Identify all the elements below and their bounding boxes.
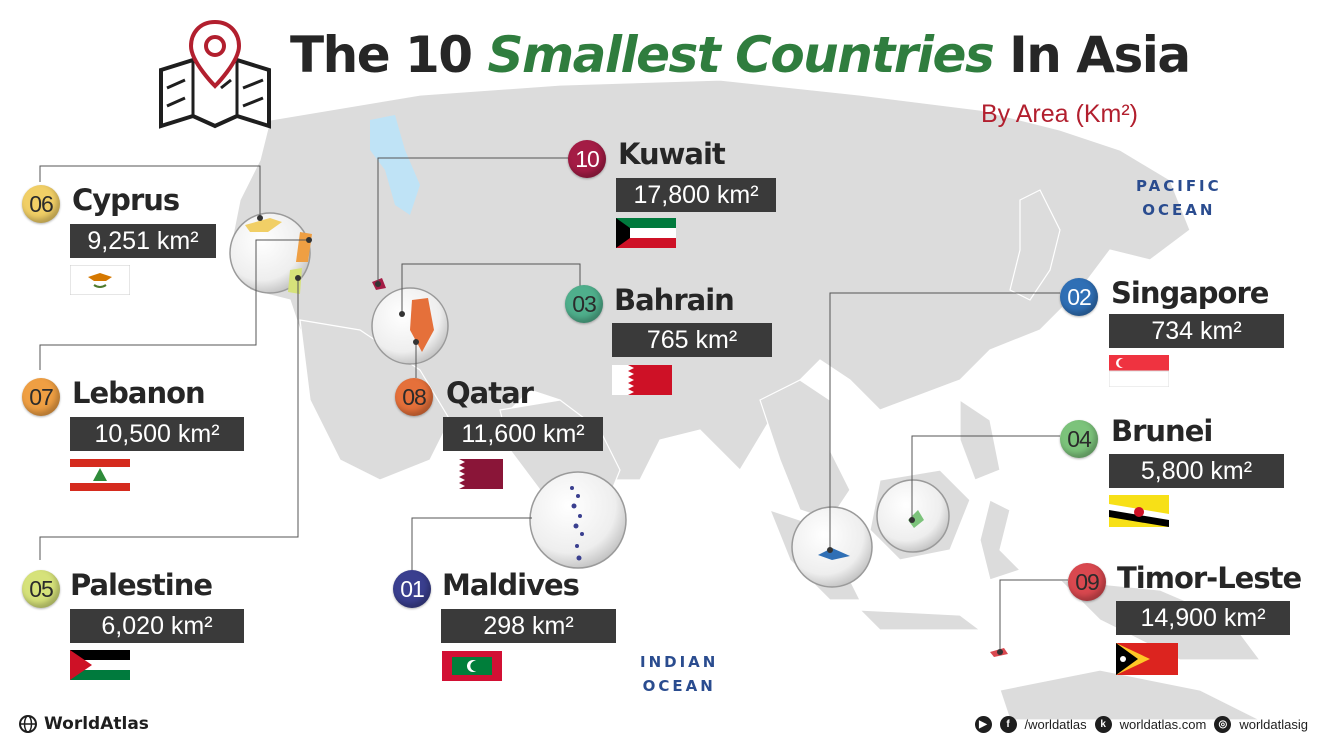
lebanon-flag: [70, 459, 130, 491]
facebook-icon[interactable]: f: [999, 716, 1017, 733]
page-title: The 10 Smallest Countries In Asia: [290, 26, 1191, 84]
rank-badge: 10: [568, 140, 606, 178]
lens-gulf: [371, 287, 449, 365]
rank-badge: 02: [1060, 278, 1098, 316]
indian-line1: INDIAN: [640, 653, 719, 671]
pacific-ocean-label: PACIFIC OCEAN: [1136, 174, 1222, 222]
land: [229, 79, 1262, 721]
country-name: Timor-Leste: [1117, 561, 1302, 595]
country-area: 10,500 km²: [70, 417, 244, 451]
footer-social: ▶ f /worldatlas k worldatlas.com ◎ world…: [974, 716, 1308, 733]
country-name: Maldives: [442, 568, 580, 602]
country-name: Kuwait: [618, 137, 726, 171]
country-name: Lebanon: [72, 376, 206, 410]
caspian-sea: [370, 115, 420, 215]
philippines: [959, 398, 1001, 481]
qatar-flag: [443, 459, 503, 489]
indian-ocean-label: INDIAN OCEAN: [640, 650, 718, 698]
qatar-shape: [410, 298, 434, 352]
country-area: 734 km²: [1109, 314, 1284, 348]
rank-badge: 09: [1068, 563, 1106, 601]
line-kuwait: [377, 157, 570, 284]
website-link[interactable]: worldatlas.com: [1119, 717, 1207, 732]
bahrain-flag: [612, 365, 672, 395]
cyprus-shape: [245, 218, 282, 232]
rank-badge: 08: [395, 378, 433, 416]
pacific-line2: OCEAN: [1142, 201, 1216, 219]
web-icon[interactable]: k: [1094, 716, 1112, 733]
rank-badge: 04: [1060, 420, 1098, 458]
title-part2: In Asia: [993, 26, 1191, 84]
australia-top: [999, 669, 1261, 721]
country-area: 298 km²: [441, 609, 616, 643]
line-cyprus: [39, 165, 261, 218]
lens-maldives: [529, 471, 627, 569]
youtube-icon[interactable]: ▶: [974, 716, 992, 733]
brunei-flag: [1109, 495, 1169, 527]
lens-singapore: [791, 506, 873, 588]
line-singapore: [829, 292, 1060, 550]
kuwait-flag: [616, 218, 676, 248]
country-name: Singapore: [1111, 276, 1269, 310]
japan: [1009, 189, 1061, 301]
connector-dots: [257, 215, 1003, 655]
subtitle: By Area (Km²): [981, 100, 1138, 128]
country-name: Bahrain: [614, 283, 735, 317]
rank-badge: 06: [22, 185, 60, 223]
timor-leste-flag: [1116, 643, 1178, 675]
pacific-line1: PACIFIC: [1136, 177, 1222, 195]
singapore-flag: [1109, 355, 1169, 387]
country-name: Qatar: [446, 376, 534, 410]
palestine-flag: [70, 650, 130, 680]
social-handle[interactable]: /worldatlas: [1024, 717, 1087, 732]
maldives-atolls: [570, 486, 584, 561]
country-area: 6,020 km²: [70, 609, 244, 643]
rank-badge: 03: [565, 285, 603, 323]
rank-badge: 01: [393, 570, 431, 608]
country-area: 11,600 km²: [443, 417, 603, 451]
rank-badge: 05: [22, 570, 60, 608]
country-name: Cyprus: [72, 183, 180, 217]
java: [858, 609, 982, 631]
brand-name: WorldAtlas: [44, 714, 149, 734]
instagram-icon[interactable]: ◎: [1214, 716, 1232, 733]
country-area: 5,800 km²: [1109, 454, 1284, 488]
title-highlight: Smallest Countries: [487, 26, 995, 84]
country-name: Palestine: [70, 568, 213, 602]
line-lebanon: [39, 239, 309, 370]
line-brunei: [911, 435, 1060, 520]
sulawesi: [979, 499, 1022, 581]
rank-badge: 07: [22, 378, 60, 416]
connector-lines: [39, 157, 1068, 652]
singapore-shape: [818, 548, 850, 560]
indian-line2: OCEAN: [642, 677, 716, 695]
globe-icon: [19, 715, 37, 733]
country-area: 17,800 km²: [616, 178, 776, 212]
country-name: Brunei: [1111, 414, 1213, 448]
country-area: 765 km²: [612, 323, 772, 357]
brunei-shape: [908, 510, 924, 528]
footer-brand: WorldAtlas: [18, 714, 149, 734]
instagram-handle[interactable]: worldatlasig: [1239, 717, 1308, 732]
palestine-shape: [288, 268, 302, 294]
indochina: [759, 379, 851, 521]
cyprus-flag: [70, 265, 130, 295]
country-area: 14,900 km²: [1116, 601, 1290, 635]
maldives-flag: [442, 651, 502, 681]
line-palestine: [39, 278, 299, 560]
line-maldives: [411, 517, 532, 570]
country-area: 9,251 km²: [70, 224, 216, 258]
title-part1: The 10: [290, 26, 488, 84]
line-timor: [999, 579, 1068, 652]
map-pin-icon: [159, 19, 271, 129]
line-bahrain: [401, 263, 581, 314]
